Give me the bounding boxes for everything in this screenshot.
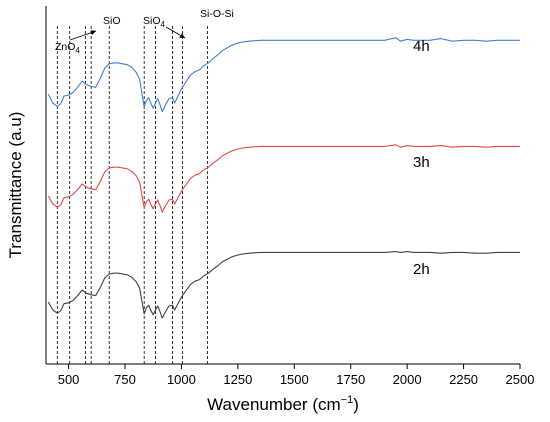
x-tick-label-1000: 1000 [167, 372, 196, 387]
annotation-label-1: ZnO4 [55, 41, 80, 55]
series-line-3h [47, 144, 520, 213]
annotation-label-4: Si-O-Si [200, 8, 234, 20]
x-axis-ticks: 500 750 1000 1250 1500 1750 2000 2250 2500 [58, 364, 535, 387]
annotation-label-2: SiO [103, 15, 121, 27]
series-label-2h: 2h [413, 261, 430, 278]
annotation-text: Si-O-Si [200, 8, 234, 20]
series-labels: 2h 3h 4h [413, 38, 430, 278]
x-tick-label-750: 750 [114, 372, 136, 387]
annotation-subscript: 4 [75, 46, 80, 55]
series-label-3h: 3h [413, 154, 430, 171]
x-tick-label-2250: 2250 [449, 372, 478, 387]
x-tick-label-1750: 1750 [336, 372, 365, 387]
x-axis-title-text: Wavenumber (cm [207, 395, 341, 414]
x-axis-title-sup: −1 [341, 394, 354, 406]
x-tick-label-1250: 1250 [223, 372, 252, 387]
annotation-text: SiO [143, 15, 161, 27]
x-tick-label-500: 500 [58, 372, 80, 387]
series-layer [47, 37, 520, 319]
series-line-4h [47, 37, 520, 113]
annotation-text: SiO [103, 15, 121, 27]
annotation-subscript: 4 [161, 20, 166, 29]
annotation-label-3: SiO4 [143, 15, 166, 29]
x-tick-label-2500: 2500 [506, 372, 535, 387]
annotation-text: ZnO [55, 41, 75, 53]
sio4-arrow-head [179, 33, 185, 38]
x-tick-label-1500: 1500 [280, 372, 309, 387]
series-line-2h [47, 251, 520, 319]
series-label-4h: 4h [413, 38, 430, 55]
znO4-arrow-head [90, 30, 96, 35]
x-tick-label-2000: 2000 [393, 372, 422, 387]
reference-lines [56, 26, 208, 364]
y-axis-title: Transmittance (a.u) [6, 112, 25, 259]
x-axis-title-close: ) [353, 395, 359, 414]
x-axis-title: Wavenumber (cm−1) [207, 394, 359, 414]
